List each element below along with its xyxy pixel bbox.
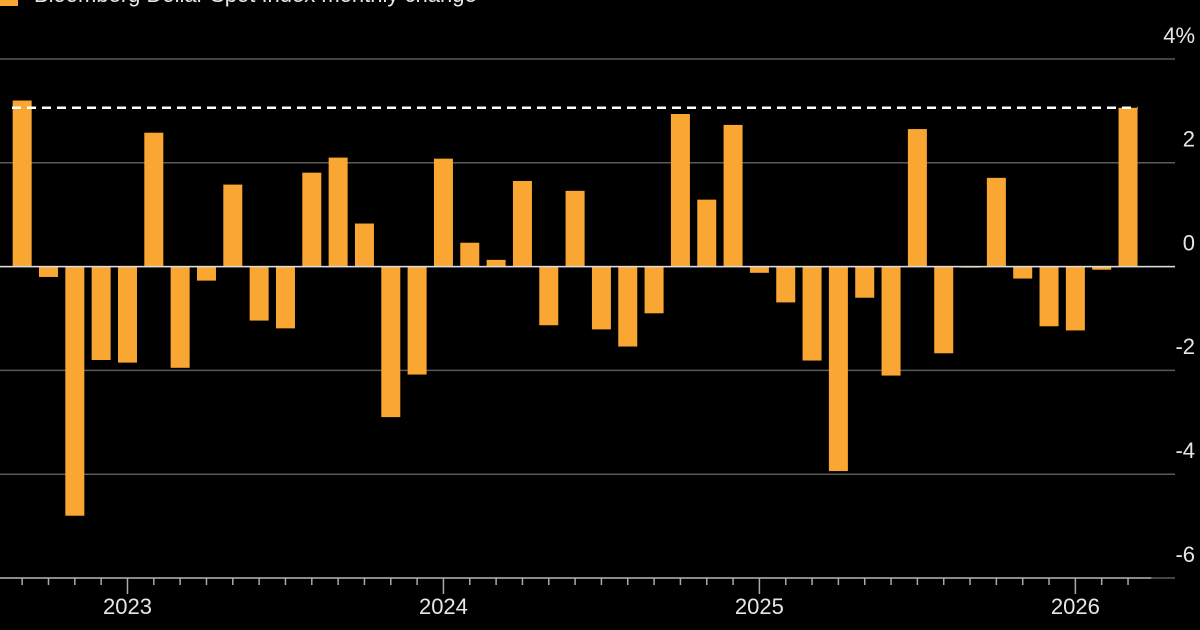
bar — [723, 124, 743, 267]
bar — [512, 180, 532, 267]
bar — [539, 266, 559, 326]
x-tick-label: 2026 — [1051, 594, 1100, 619]
bar — [433, 158, 453, 267]
bar — [986, 177, 1006, 267]
y-tick-label: -2 — [1175, 334, 1195, 359]
bar — [407, 266, 427, 375]
y-tick-label: 2 — [1183, 127, 1195, 152]
bar — [1065, 266, 1085, 331]
x-tick-label: 2025 — [735, 594, 784, 619]
bar — [381, 266, 401, 418]
bar — [565, 190, 585, 267]
bar — [38, 266, 58, 277]
bar — [828, 266, 848, 472]
bar — [934, 266, 954, 354]
bar — [117, 266, 137, 363]
y-tick-label: -4 — [1175, 438, 1195, 463]
bar — [670, 114, 690, 267]
bar — [1118, 107, 1138, 267]
bar — [855, 266, 875, 298]
bar — [618, 266, 638, 347]
bar — [91, 266, 111, 361]
bar — [170, 266, 190, 368]
legend-label: Bloomberg Dollar Spot Index monthly chan… — [34, 0, 477, 7]
bar — [1039, 266, 1059, 327]
bar — [486, 259, 506, 267]
bar — [275, 266, 295, 329]
bar — [144, 132, 164, 267]
y-tick-label: 0 — [1183, 230, 1195, 255]
bar — [776, 266, 796, 303]
bar — [1013, 266, 1033, 279]
y-tick-label: 4% — [1163, 23, 1195, 48]
bar — [460, 242, 480, 267]
bar — [328, 157, 348, 267]
bar — [697, 199, 717, 267]
bar — [196, 266, 216, 281]
bar — [881, 266, 901, 376]
bar — [907, 129, 927, 267]
bar — [802, 266, 822, 361]
bar — [302, 172, 322, 267]
x-tick-label: 2024 — [419, 594, 468, 619]
bar — [644, 266, 664, 314]
bar — [65, 266, 85, 516]
x-tick-label: 2023 — [103, 594, 152, 619]
bar — [749, 266, 769, 273]
bar — [354, 223, 374, 267]
bar — [223, 184, 243, 267]
bar — [249, 266, 269, 321]
bar — [1092, 266, 1112, 270]
y-tick-label: -6 — [1175, 542, 1195, 567]
bar — [12, 100, 32, 267]
bar — [591, 266, 611, 330]
legend-swatch — [0, 0, 18, 6]
